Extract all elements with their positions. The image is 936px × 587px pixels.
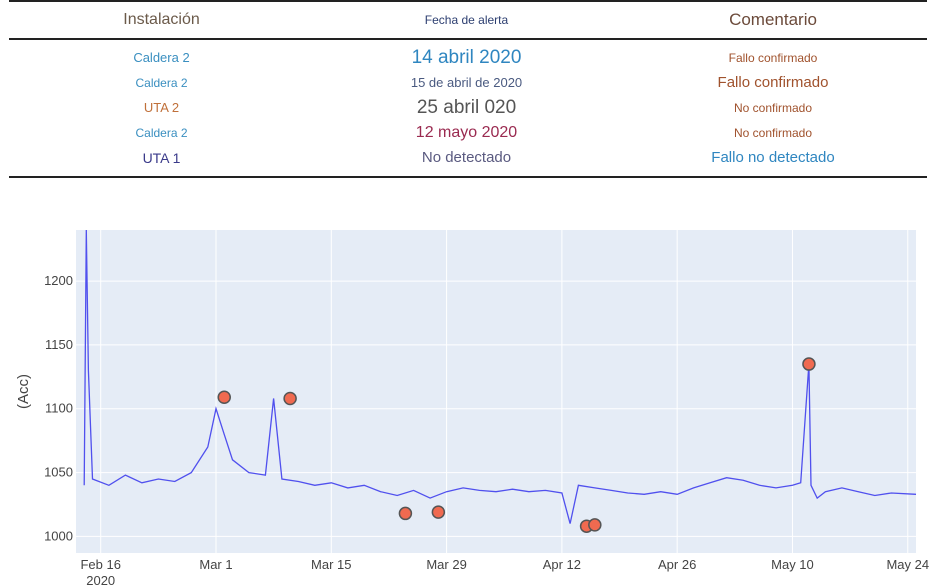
table-row: UTA 1 No detectado Fallo no detectado (9, 145, 927, 178)
cell-comment: Fallo confirmado (717, 74, 829, 91)
x-tick-sublabel: 2020 (86, 573, 115, 587)
anomaly-marker (217, 390, 231, 404)
y-tick-label: 1150 (45, 337, 73, 352)
header-alert-date: Fecha de alerta (314, 0, 619, 40)
x-tick-label: May 24 (886, 557, 929, 572)
header-installation: Instalación (9, 0, 314, 40)
table-header-row: Instalación Fecha de alerta Comentario (9, 0, 927, 40)
cell-comment: No confirmado (733, 100, 813, 115)
y-tick-label: 1200 (44, 273, 73, 288)
y-axis-label: (Acc) (15, 374, 32, 409)
x-tick-label: Apr 12 (543, 557, 581, 572)
y-tick-label: 1100 (45, 401, 73, 416)
cell-date: No detectado (314, 145, 619, 178)
cell-comment: No confirmado (733, 125, 813, 140)
alerts-table-container: Instalación Fecha de alerta Comentario C… (9, 0, 927, 178)
y-tick-label: 1000 (44, 528, 73, 543)
y-tick-label: 1050 (44, 465, 73, 480)
plot-background (76, 230, 916, 553)
x-tick-label: Mar 15 (311, 557, 351, 572)
anomaly-marker (398, 506, 413, 521)
series-line (83, 230, 916, 524)
x-tick-label: Mar 1 (199, 557, 232, 572)
anomaly-marker (431, 505, 446, 519)
cell-installation: Caldera 2 (133, 50, 190, 65)
cell-date: 15 de abril de 2020 (410, 75, 523, 90)
anomaly-marker (283, 391, 297, 406)
cell-installation: Caldera 2 (135, 75, 188, 90)
table-row: Caldera 2 14 abril 2020 Fallo confirmado (9, 39, 927, 70)
cell-installation: UTA 2 (143, 100, 180, 115)
cell-date: 25 abril 020 (416, 96, 517, 118)
table-row: Caldera 2 12 mayo 2020 No confirmado (9, 120, 927, 145)
table-row: Caldera 2 15 de abril de 2020 Fallo confir… (9, 70, 927, 95)
x-tick-label: May 10 (771, 557, 814, 572)
cell-installation: Caldera 2 (135, 125, 188, 140)
cell-date: 14 abril 2020 (411, 46, 522, 68)
table-row: UTA 2 25 abril 020 No confirmado (9, 95, 927, 120)
x-tick-label: Mar 29 (426, 557, 466, 572)
alerts-table: Instalación Fecha de alerta Comentario C… (9, 0, 927, 178)
header-comment: Comentario (619, 0, 927, 40)
cell-comment: Fallo confirmado (728, 50, 818, 65)
anomaly-marker (802, 357, 816, 371)
x-tick-label: Feb 16 (80, 557, 120, 572)
anomaly-marker (588, 518, 602, 532)
cell-comment: Fallo no detectado (619, 145, 927, 178)
x-tick-label: Apr 26 (658, 557, 696, 572)
cell-date: 12 mayo 2020 (415, 123, 518, 141)
cell-installation: UTA 1 (9, 145, 314, 178)
